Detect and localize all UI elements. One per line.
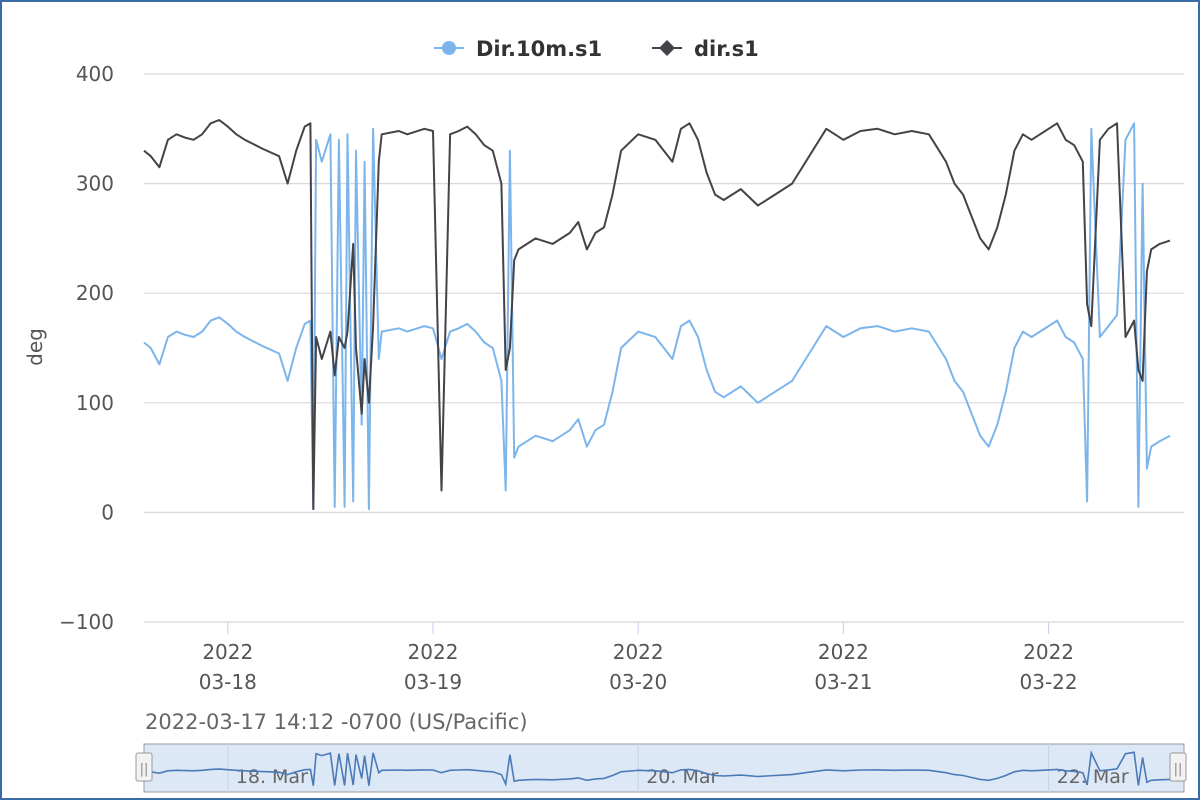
y-tick-label: 400 xyxy=(76,62,114,86)
legend-marker-diamond xyxy=(659,40,675,56)
x-tick-label: 03-18 xyxy=(199,670,257,694)
range-label: 2022-03-17 14:12 -0700 (US/Pacific) xyxy=(145,710,528,734)
legend: Dir.10m.s1 dir.s1 xyxy=(434,37,759,61)
y-tick-label: 0 xyxy=(101,500,114,524)
handle-body xyxy=(135,752,153,782)
navigator-left-handle[interactable]: || xyxy=(135,752,153,782)
x-tick-label: 2022 xyxy=(408,640,459,664)
x-tick-label: 03-21 xyxy=(814,670,872,694)
x-axis: 2022 03-18 2022 03-19 2022 03-20 2022 03-21 2022… xyxy=(199,622,1078,694)
handle-grip-icon: || xyxy=(140,762,149,777)
legend-marker-circle xyxy=(442,41,456,55)
x-tick-label: 2022 xyxy=(818,640,869,664)
navigator[interactable]: 18. Mar 20. Mar 22. Mar|| || xyxy=(135,743,1187,793)
series-group xyxy=(143,119,1171,511)
x-tick-label: 2022 xyxy=(202,640,253,664)
legend-label: Dir.10m.s1 xyxy=(476,37,602,61)
series-line-0 xyxy=(143,122,1171,511)
navigator-right-handle[interactable]: || xyxy=(1169,752,1187,782)
grid xyxy=(144,73,1184,623)
handle-grip-icon: || xyxy=(1174,762,1183,777)
x-tick-label: 2022 xyxy=(1023,640,1074,664)
y-axis: 400 300 200 100 0 −100 xyxy=(59,62,114,634)
y-tick-label: 100 xyxy=(76,391,114,415)
x-tick-label: 03-22 xyxy=(1020,670,1078,694)
x-tick-label: 03-19 xyxy=(404,670,462,694)
x-tick-label: 2022 xyxy=(613,640,664,664)
legend-label: dir.s1 xyxy=(694,37,759,61)
y-tick-label: 300 xyxy=(76,172,114,196)
handle-body xyxy=(1169,752,1187,782)
y-tick-label: 200 xyxy=(76,281,114,305)
navigator-window xyxy=(143,743,1185,793)
y-tick-label: −100 xyxy=(59,610,114,634)
x-tick-label: 03-20 xyxy=(609,670,667,694)
navigator-date-label: 22. Mar xyxy=(1057,766,1129,788)
y-axis-label: deg xyxy=(23,328,47,366)
series-line-1 xyxy=(143,119,1171,511)
navigator-series-line xyxy=(143,750,1171,787)
navigator-date-label: 18. Mar xyxy=(236,766,308,788)
